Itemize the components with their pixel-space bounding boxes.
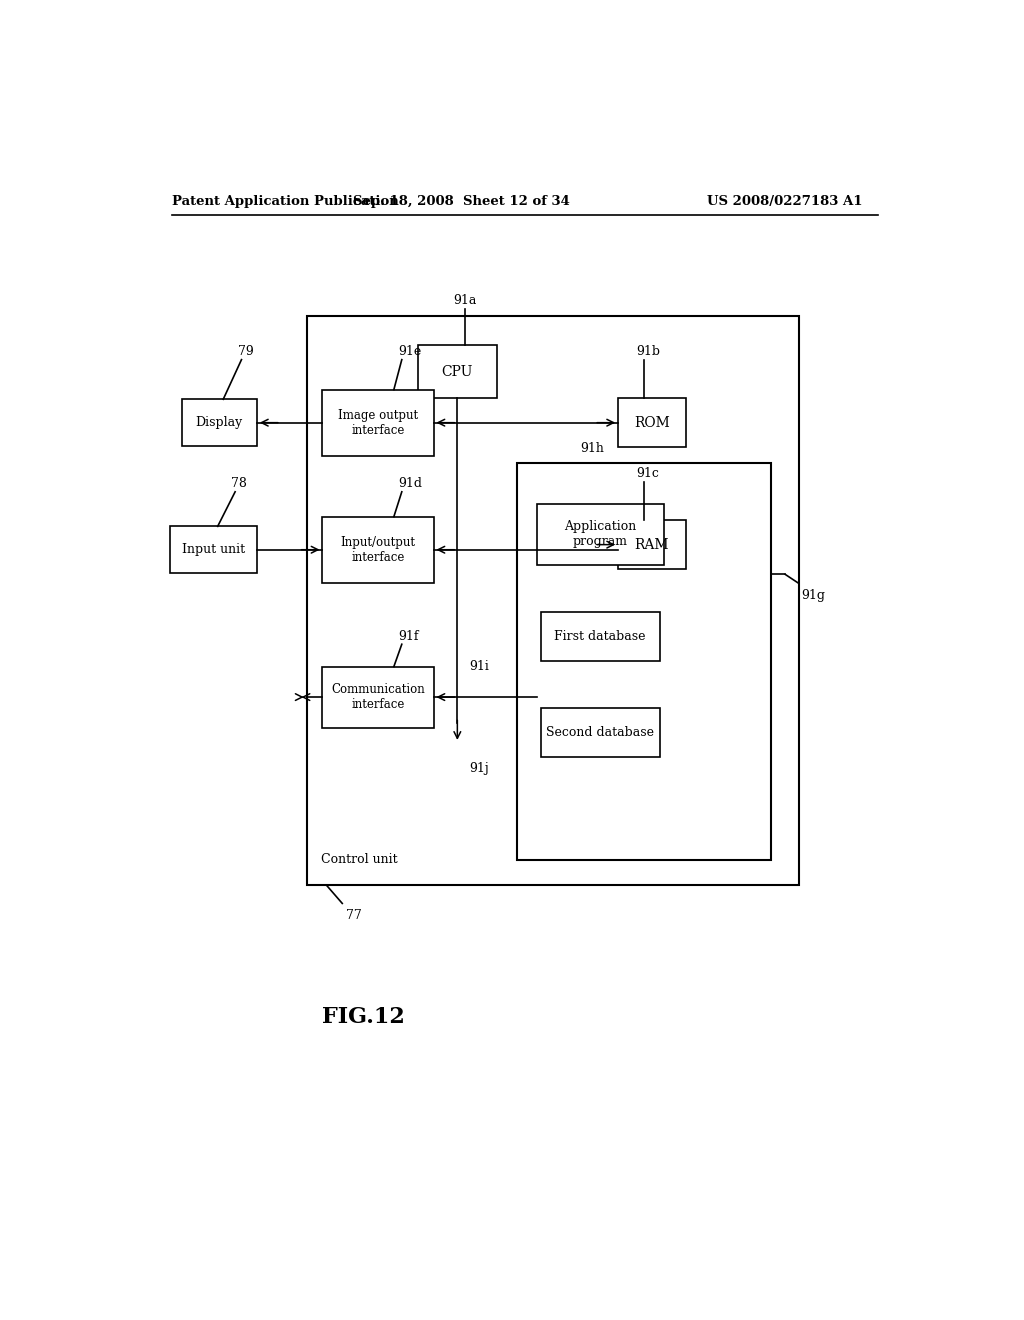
Text: Input/output
interface: Input/output interface	[341, 536, 416, 564]
Text: 91h: 91h	[581, 442, 604, 454]
Text: Patent Application Publication: Patent Application Publication	[172, 194, 398, 207]
Text: 91b: 91b	[636, 345, 659, 358]
Text: 91i: 91i	[469, 660, 489, 673]
Bar	[618, 520, 685, 569]
Text: 91g: 91g	[801, 589, 825, 602]
Text: CPU: CPU	[441, 364, 473, 379]
Bar	[181, 399, 257, 446]
Text: 91a: 91a	[454, 294, 477, 308]
Text: Application
program: Application program	[564, 520, 636, 549]
Bar	[541, 611, 659, 660]
Text: First database: First database	[554, 630, 646, 643]
Bar	[306, 315, 799, 886]
Text: Second database: Second database	[546, 726, 654, 739]
Bar	[323, 516, 433, 582]
Bar	[537, 504, 664, 565]
Bar	[170, 527, 257, 573]
Text: 78: 78	[231, 477, 247, 490]
Text: US 2008/0227183 A1: US 2008/0227183 A1	[708, 194, 863, 207]
Bar	[323, 667, 433, 727]
Text: 77: 77	[346, 909, 362, 923]
Text: Sep. 18, 2008  Sheet 12 of 34: Sep. 18, 2008 Sheet 12 of 34	[353, 194, 569, 207]
Bar	[618, 399, 685, 447]
Text: RAM: RAM	[635, 537, 669, 552]
Bar	[517, 463, 771, 859]
Text: Input unit: Input unit	[182, 544, 246, 556]
Text: Communication
interface: Communication interface	[331, 682, 425, 711]
Text: Control unit: Control unit	[321, 853, 397, 866]
Bar	[323, 389, 433, 455]
Text: Display: Display	[196, 416, 243, 429]
Text: 91f: 91f	[397, 630, 419, 643]
Text: FIG.12: FIG.12	[323, 1006, 406, 1028]
Text: 91j: 91j	[469, 762, 489, 775]
Bar	[418, 346, 497, 399]
Text: 79: 79	[238, 345, 253, 358]
Text: ROM: ROM	[634, 416, 670, 430]
Text: 91e: 91e	[397, 345, 421, 358]
Text: 91d: 91d	[397, 477, 422, 490]
Bar	[541, 709, 659, 758]
Text: Image output
interface: Image output interface	[338, 409, 418, 437]
Text: 91c: 91c	[636, 467, 658, 480]
